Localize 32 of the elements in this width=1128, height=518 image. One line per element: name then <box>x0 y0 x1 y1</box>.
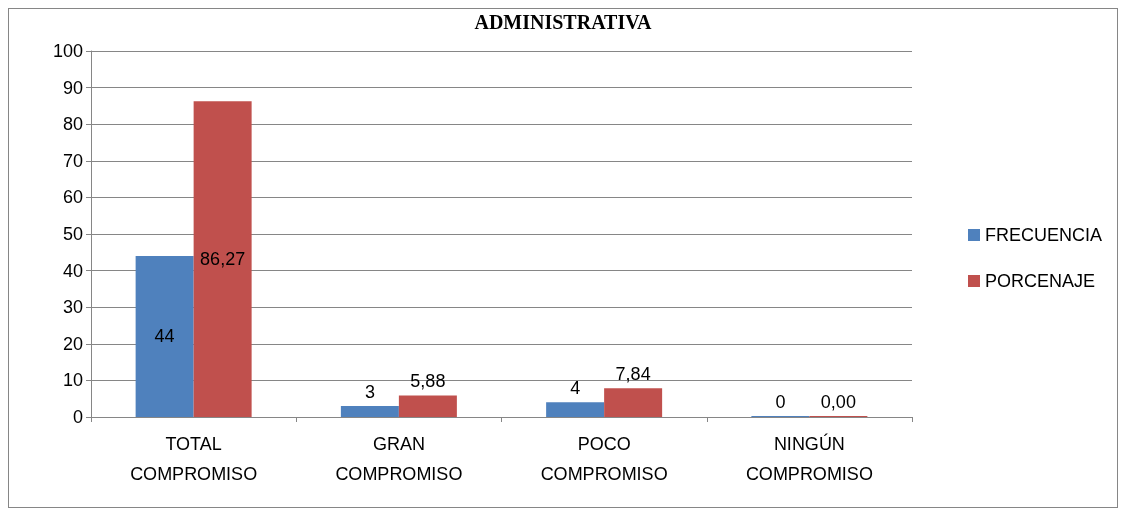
data-label: 7,84 <box>615 364 651 385</box>
y-tick-label: 90 <box>62 77 83 98</box>
x-tick-label: POCO COMPROMISO <box>540 434 668 484</box>
bar <box>193 101 252 417</box>
x-tick-label: NINGÚN COMPROMISO <box>745 433 873 484</box>
x-tick-label: TOTAL COMPROMISO <box>130 434 258 484</box>
y-tick-label: 60 <box>62 187 83 208</box>
bar <box>398 395 457 417</box>
legend-label: FRECUENCIA <box>984 225 1103 245</box>
y-tick-label: 0 <box>72 407 83 427</box>
bar <box>340 406 399 417</box>
data-label: 3 <box>364 382 375 403</box>
legend-label: PORCENAJE <box>984 271 1096 291</box>
y-tick-label: 20 <box>62 333 83 354</box>
y-tick-label: 100 <box>52 41 83 61</box>
data-label: 0,00 <box>820 392 856 412</box>
y-tick-label: 40 <box>62 260 83 281</box>
y-tick-label: 80 <box>62 114 83 135</box>
data-label: 86,27 <box>200 249 246 270</box>
data-label: 5,88 <box>410 371 446 392</box>
x-tick-label: GRAN COMPROMISO <box>335 434 463 484</box>
data-label: 0 <box>775 392 786 412</box>
data-label: 4 <box>570 378 581 399</box>
bar <box>135 255 194 417</box>
y-tick-label: 50 <box>62 224 83 244</box>
y-tick-label: 70 <box>62 150 83 171</box>
y-tick-label: 10 <box>62 370 83 391</box>
y-tick-label: 30 <box>62 297 83 318</box>
bar <box>604 388 663 417</box>
bar <box>546 402 605 417</box>
data-label: 44 <box>154 326 175 347</box>
chart-title: ADMINISTRATIVA <box>474 11 653 33</box>
